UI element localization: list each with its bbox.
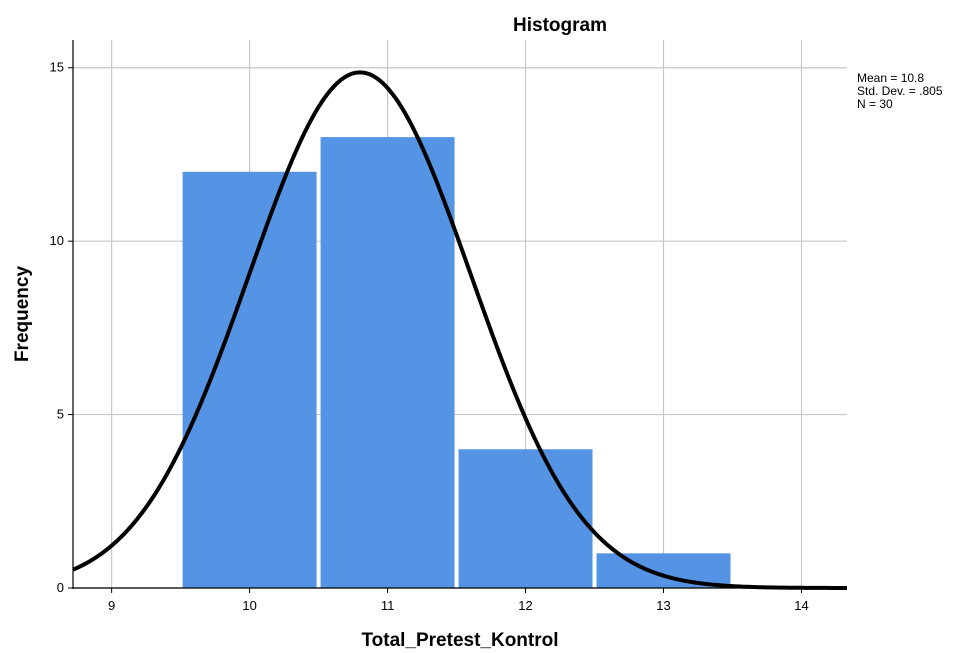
x-tick-labels: 9 10 11 12 13 14 xyxy=(108,598,809,613)
x-tick-label: 10 xyxy=(242,598,256,613)
x-tick-label: 14 xyxy=(794,598,808,613)
y-tick-label: 15 xyxy=(50,60,64,75)
y-tick-label: 0 xyxy=(57,580,64,595)
y-tick-label: 10 xyxy=(50,233,64,248)
x-tick-label: 13 xyxy=(656,598,670,613)
normal-curve xyxy=(72,70,848,590)
chart-title: Histogram xyxy=(513,15,607,36)
x-tick-label: 11 xyxy=(381,598,395,613)
x-tick-label: 12 xyxy=(518,598,532,613)
stats-legend: Mean = 10.8 Std. Dev. = .805 N = 30 xyxy=(857,71,943,111)
x-tick-label: 9 xyxy=(108,598,115,613)
stat-std-dev: Std. Dev. = .805 xyxy=(857,84,943,98)
histogram-bar xyxy=(458,449,593,588)
stat-n: N = 30 xyxy=(857,97,893,111)
y-tick-label: 5 xyxy=(57,407,64,422)
x-axis-title: Total_Pretest_Kontrol xyxy=(361,630,558,651)
axes xyxy=(68,40,847,593)
y-axis-title: Frequency xyxy=(12,266,33,363)
y-tick-labels: 0 5 10 15 xyxy=(50,60,64,595)
histogram-bar xyxy=(182,171,317,588)
histogram-bars xyxy=(182,137,731,588)
stat-mean: Mean = 10.8 xyxy=(857,71,924,85)
histogram-bar xyxy=(320,137,455,588)
